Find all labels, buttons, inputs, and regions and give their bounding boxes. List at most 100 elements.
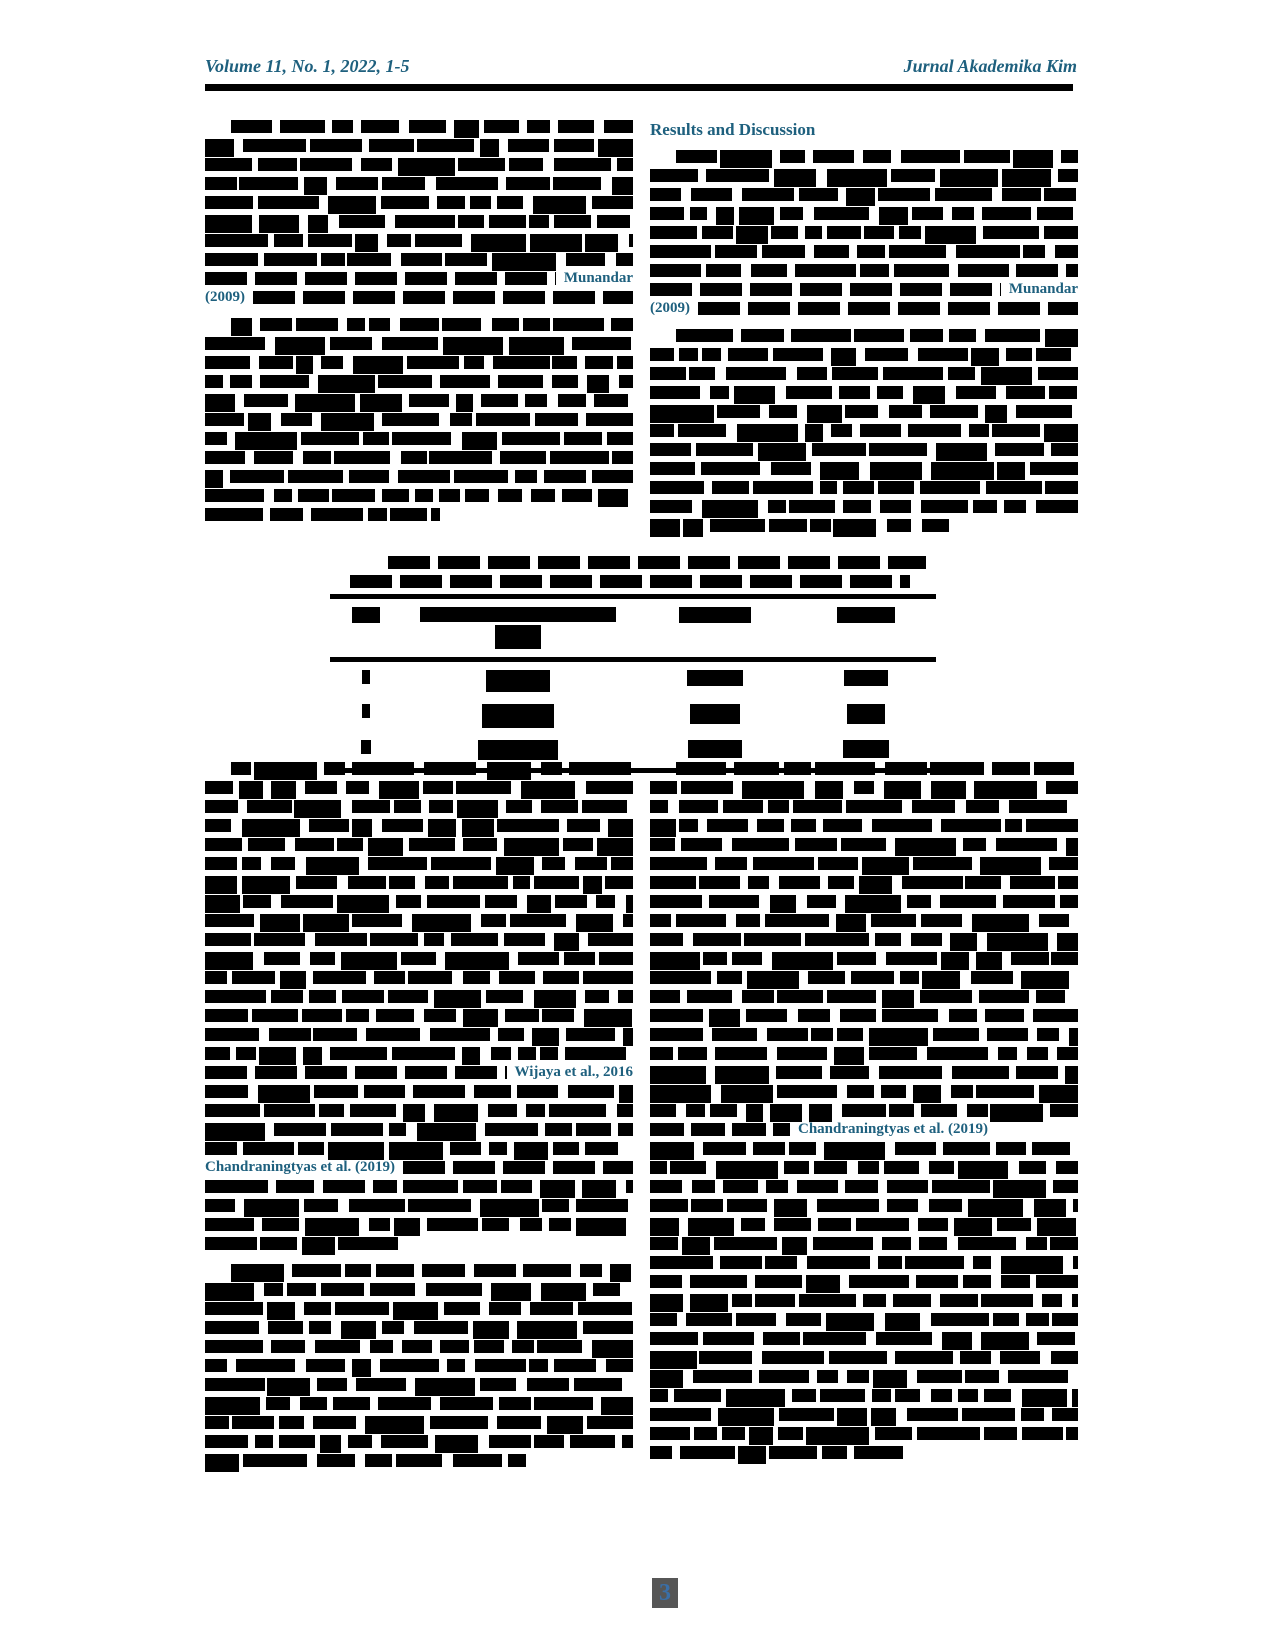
cell-redacted [330, 698, 403, 724]
redacted-text-line [650, 500, 1078, 518]
redacted-text-line [205, 933, 633, 951]
table-header-row [330, 601, 936, 655]
redacted-text-line [205, 470, 633, 488]
redacted-text-line [650, 1351, 1078, 1369]
redacted-text-line [650, 386, 1078, 404]
redacted-paragraph [650, 762, 1078, 1084]
citation-link-munandar[interactable]: Munandar [1008, 281, 1078, 297]
cell-redacted [797, 698, 936, 730]
table-rule-bottom [330, 768, 936, 773]
redacted-text-line [205, 1009, 633, 1027]
redacted-text-line [205, 1218, 633, 1236]
right-column-top: Results and Discussion Munandar (2009) [650, 120, 1079, 546]
citation-link-munandar-year[interactable]: (2009) [650, 300, 690, 316]
redacted-paragraph [205, 1264, 633, 1472]
cell-redacted [330, 734, 403, 760]
redacted-paragraph [205, 318, 634, 521]
redacted-text-line [205, 1454, 633, 1472]
redacted-text-line [650, 1294, 1078, 1312]
redacted-text-line [205, 1264, 633, 1282]
redacted-text-line [650, 1142, 1078, 1160]
header-volume-info: Volume 11, No. 1, 2022, 1-5 [205, 56, 410, 76]
redacted-text-line [205, 1180, 633, 1198]
header-cell-redacted [633, 601, 797, 629]
redacted-text-line [205, 489, 633, 507]
citation-link-chandraningtyas[interactable]: Chandraningtyas et al. (2019) [798, 1121, 989, 1137]
redacted-text-line [205, 1397, 633, 1415]
redacted-text-line [205, 394, 633, 412]
redacted-text-line [205, 895, 633, 913]
redacted-text-line [650, 1237, 1078, 1255]
redacted-paragraph [205, 1180, 633, 1255]
redacted-text-line [205, 800, 633, 818]
redacted-text-line [650, 800, 1078, 813]
redacted-text-line [205, 1435, 633, 1453]
redacted-text-blob [650, 283, 1001, 296]
redacted-text-line [650, 481, 1078, 494]
redacted-paragraph [205, 120, 634, 271]
redacted-text-line [205, 781, 633, 799]
redacted-text-line [650, 1028, 1078, 1046]
cell-redacted [633, 664, 797, 692]
citation-link-wijaya[interactable]: Wijaya et al., 2016 [514, 1064, 633, 1080]
redacted-text-line [650, 169, 1078, 187]
redacted-text-line [650, 1313, 1078, 1331]
redacted-text-line [650, 424, 1078, 442]
redacted-text-blob [205, 1066, 507, 1079]
redacted-text-line [650, 1256, 1078, 1274]
table-rule-top [330, 594, 936, 599]
redacted-text-line [205, 196, 633, 214]
table-rule-mid [330, 657, 936, 662]
header-rule [205, 84, 1073, 91]
redacted-text-line [650, 990, 1078, 1008]
redacted-paragraph [650, 329, 1079, 537]
redacted-line: (2009) [205, 289, 633, 305]
redacted-text-line [650, 188, 1078, 206]
redacted-text-line [650, 367, 1078, 385]
redacted-text-line [650, 1370, 1078, 1388]
redacted-text-line [650, 762, 1078, 775]
redacted-text-line [650, 952, 1078, 970]
table-caption-blob [350, 575, 910, 588]
table-row [330, 664, 936, 698]
cell-redacted [403, 734, 633, 766]
redacted-text-line [650, 971, 1078, 989]
redacted-line: Wijaya et al., 2016 [205, 1064, 633, 1080]
redacted-text-line [205, 762, 633, 780]
redacted-text-line [650, 1066, 1078, 1084]
redacted-line: (2009) [650, 300, 1078, 316]
redacted-text-line [205, 253, 633, 271]
redacted-text-line [650, 838, 1078, 856]
redacted-text-line [205, 318, 634, 336]
redacted-text-line [205, 451, 633, 464]
citation-link-munandar[interactable]: Munandar [563, 270, 633, 286]
redacted-text-line [650, 245, 1078, 258]
redacted-text-line [205, 952, 633, 970]
section-heading-results: Results and Discussion [650, 120, 816, 139]
redacted-text-blob [698, 302, 1078, 315]
redacted-text-line [205, 337, 633, 355]
redacted-text-line [650, 1446, 1078, 1464]
data-table [330, 556, 936, 775]
redacted-text-line [205, 432, 633, 450]
redacted-text-line [205, 1199, 633, 1217]
redacted-line: Chandraningtyas et al. (2019) [650, 1121, 1078, 1137]
redacted-text-line [650, 876, 1078, 894]
cell-redacted [403, 664, 633, 698]
redacted-text-line [650, 443, 1078, 461]
table-row [330, 734, 936, 766]
redacted-text-line [650, 462, 1078, 480]
citation-link-munandar-year[interactable]: (2009) [205, 289, 245, 305]
redacted-text-line [205, 1142, 633, 1160]
cell-redacted [330, 664, 403, 690]
redacted-text-line [650, 1009, 1078, 1027]
cell-redacted [633, 698, 797, 730]
citation-link-chandraningtyas[interactable]: Chandraningtyas et al. (2019) [205, 1159, 396, 1175]
redacted-text-line [650, 781, 1078, 799]
cell-redacted [797, 664, 936, 692]
redacted-text-line [650, 264, 1078, 277]
redacted-text-line [205, 1085, 633, 1103]
redacted-text-line [650, 519, 1078, 537]
redacted-text-blob [205, 272, 556, 285]
redacted-text-line [205, 215, 633, 233]
